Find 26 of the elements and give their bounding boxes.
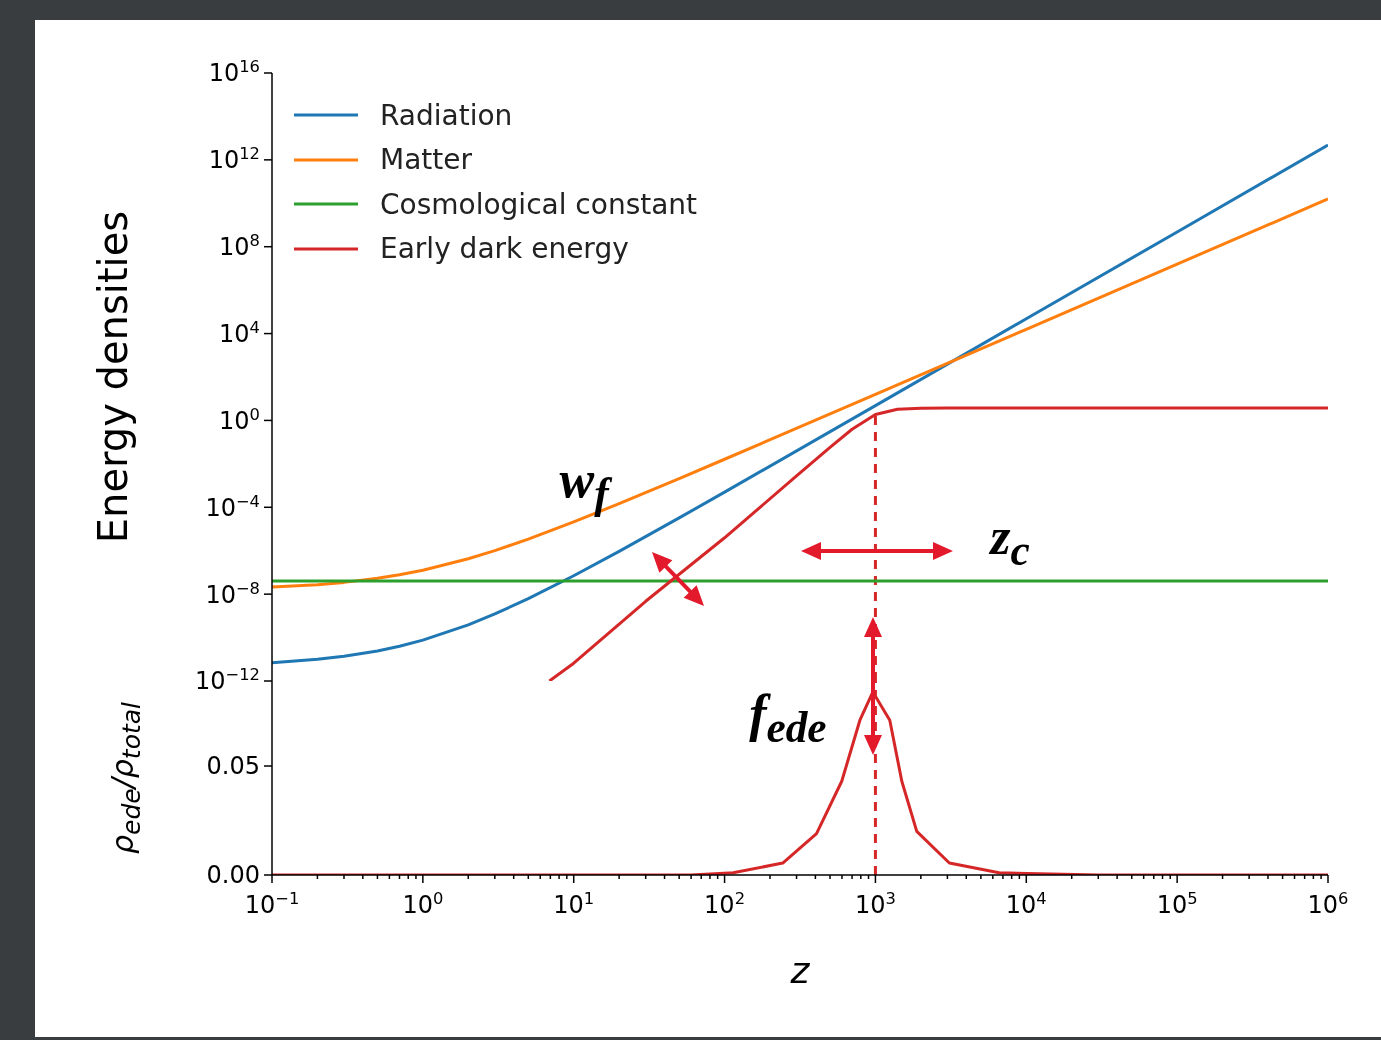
x-tick-label: 10$^{−1}$ [244, 888, 300, 919]
x-tick-label: 10$^{4}$ [1005, 888, 1047, 919]
y-tick-label: 10$^{16}$ [208, 56, 260, 88]
x-tick-label: 10$^{3}$ [854, 888, 896, 919]
x-tick-label: 10$^{6}$ [1307, 888, 1349, 919]
y-axis-title: Energy densities [90, 210, 136, 544]
y-tick-label: 10$^{8}$ [219, 230, 260, 262]
x-tick-label: 10$^{1}$ [553, 888, 595, 919]
y-tick-label: 10$^{0}$ [219, 404, 260, 435]
x-tick-label: 10$^{0}$ [402, 888, 444, 919]
annotation: z$_{c}$ [990, 506, 1030, 576]
y-tick-label: 10$^{−12}$ [195, 664, 260, 696]
legend-label: Cosmological constant [380, 187, 698, 221]
y-tick-label: 10$^{4}$ [219, 317, 260, 348]
y-tick-label: 0.00 [206, 861, 260, 890]
x-axis-title: z [790, 949, 810, 991]
legend-label: Matter [380, 143, 473, 177]
y-tick-label: 10$^{−4}$ [205, 491, 260, 522]
x-tick-label: 10$^{5}$ [1156, 888, 1198, 919]
x-tick-label: 10$^{2}$ [704, 888, 746, 919]
annotation: f$_{ede}$ [749, 683, 827, 753]
y-tick-label: 0.05 [206, 752, 260, 781]
y-tick-label: 10$^{−8}$ [205, 578, 260, 609]
y-tick-label: 10$^{12}$ [208, 143, 260, 175]
legend-label: Radiation [380, 98, 513, 132]
legend-label: Early dark energy [380, 232, 629, 266]
